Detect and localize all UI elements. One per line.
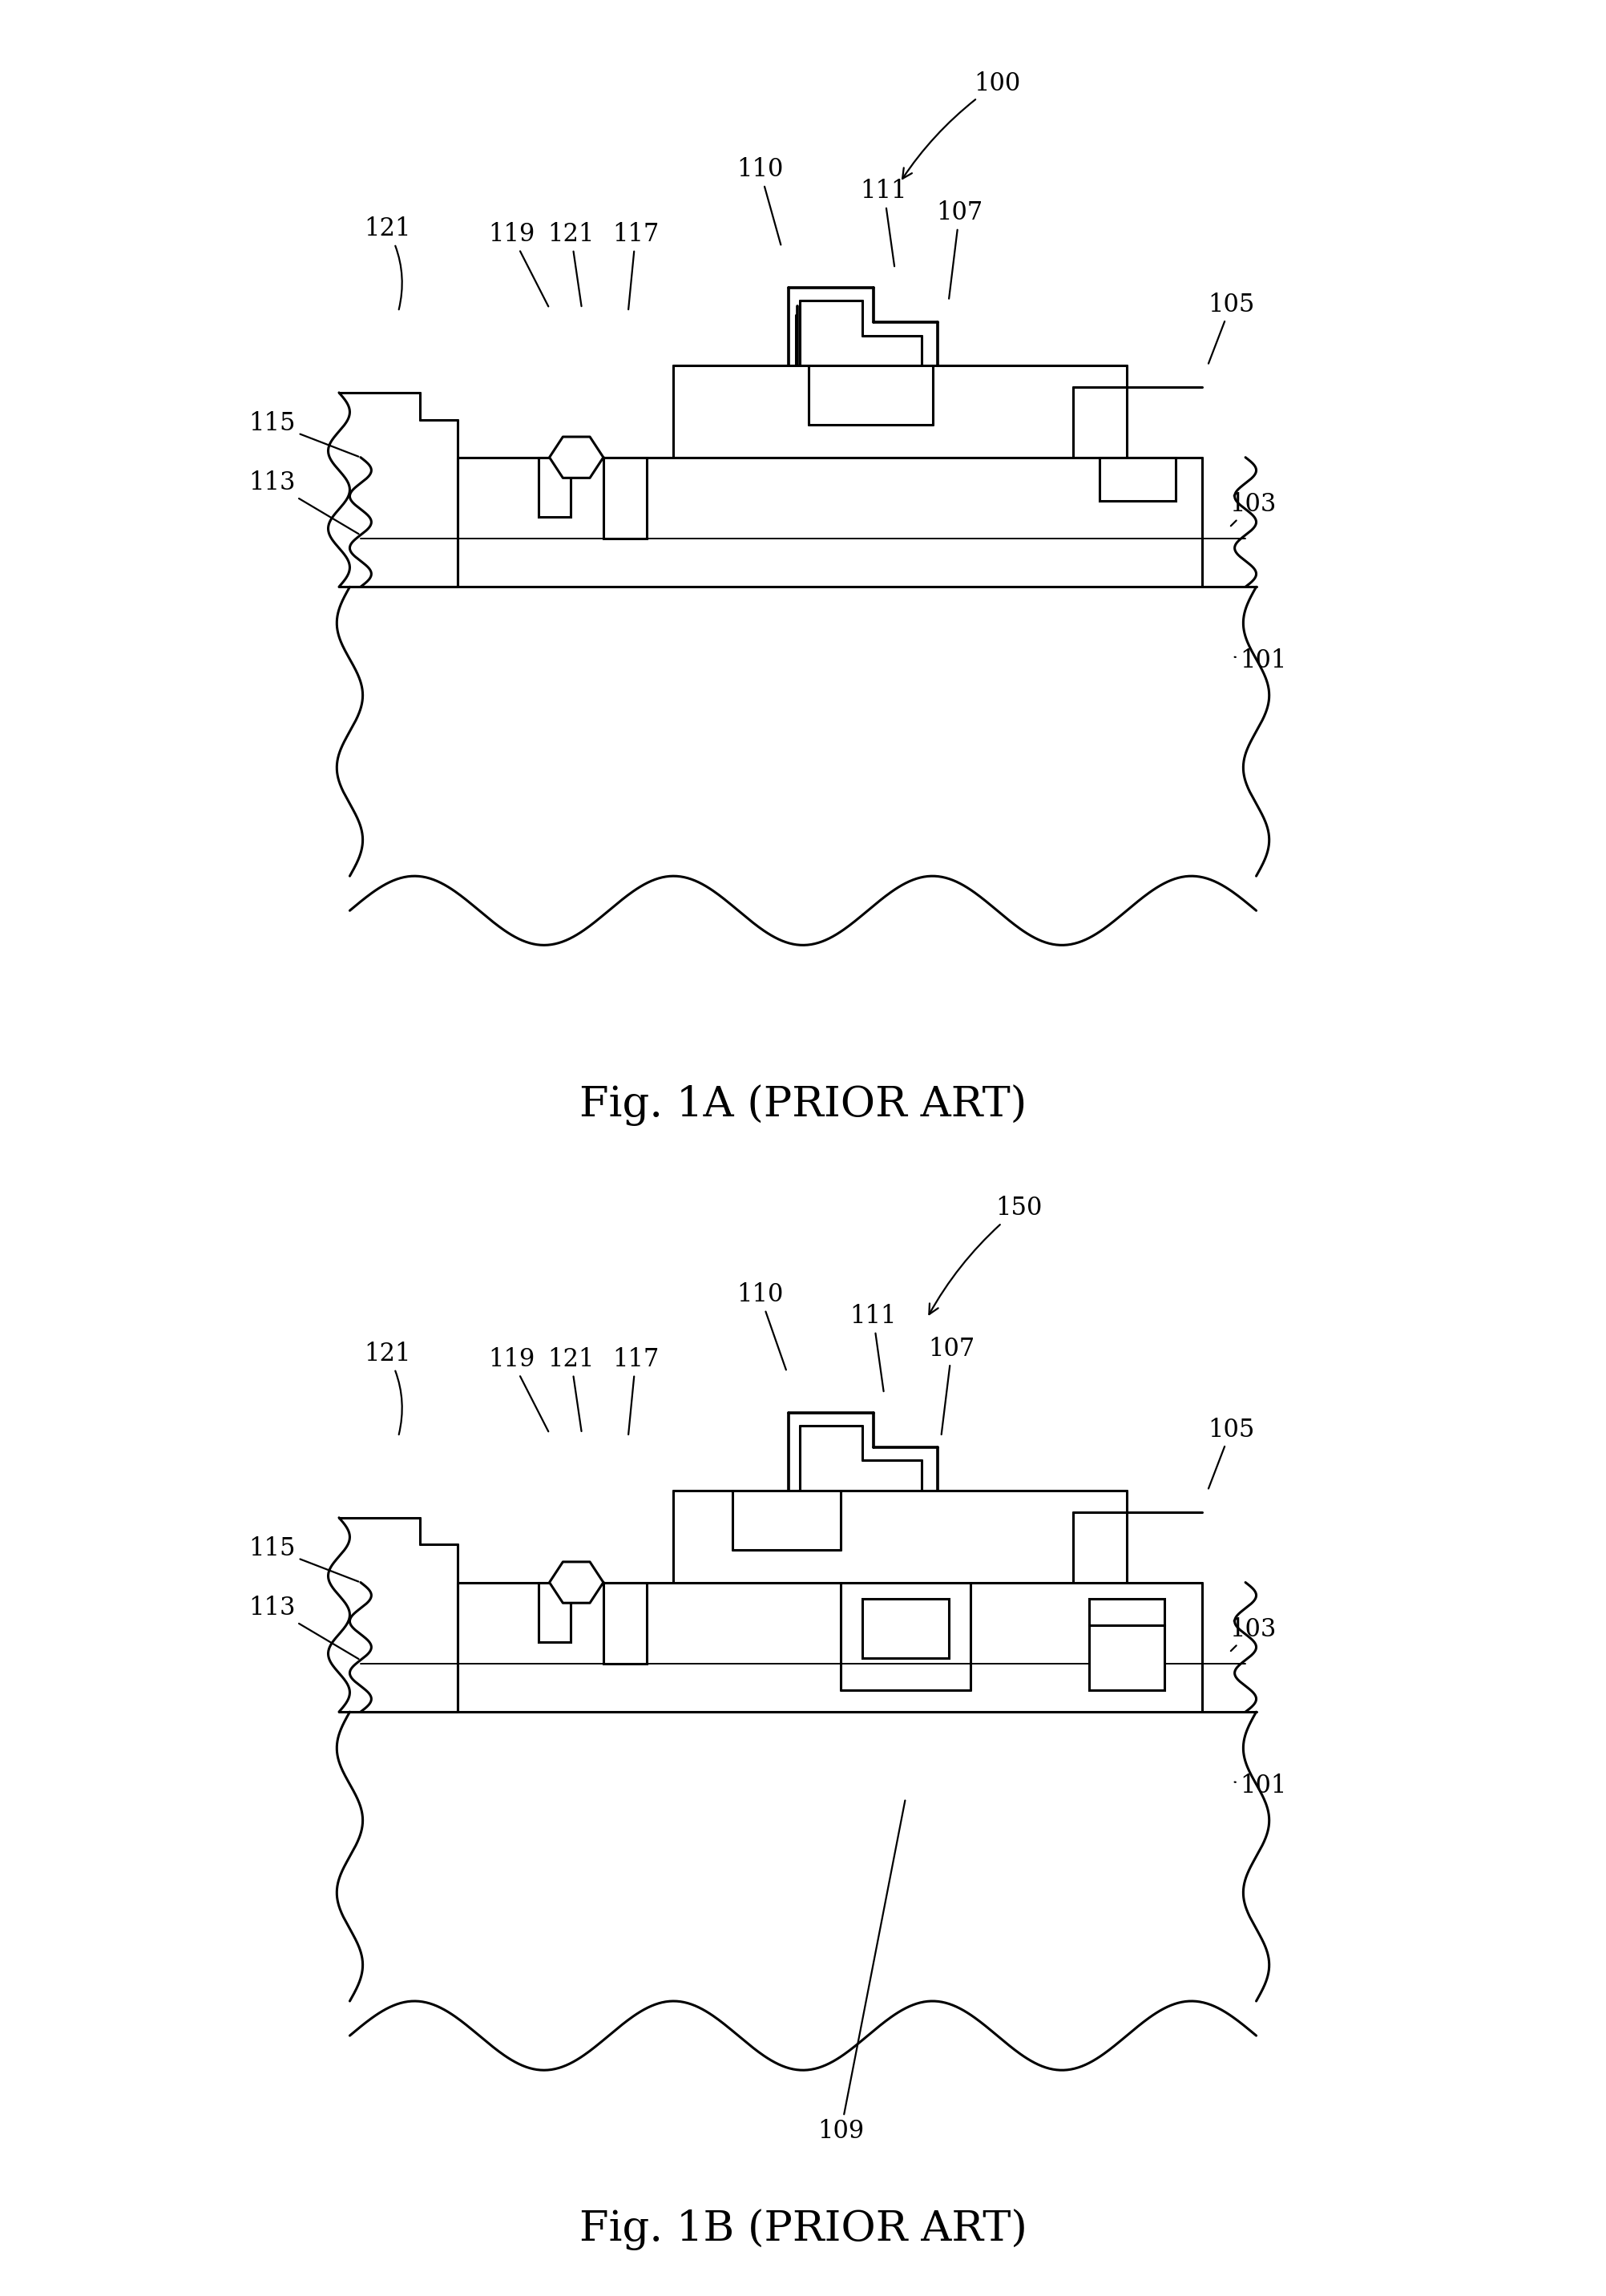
Text: 105: 105 <box>1208 292 1254 363</box>
Text: 121: 121 <box>365 216 411 310</box>
Text: 109: 109 <box>817 1800 906 2144</box>
Text: 150: 150 <box>930 1196 1042 1313</box>
Text: 103: 103 <box>1229 491 1277 526</box>
Text: 115: 115 <box>249 1536 358 1582</box>
Text: 121: 121 <box>548 223 594 305</box>
Text: 103: 103 <box>1229 1616 1277 1651</box>
Text: 121: 121 <box>548 1348 594 1430</box>
Text: 119: 119 <box>488 223 548 305</box>
Text: 107: 107 <box>936 200 983 298</box>
Text: 121: 121 <box>365 1341 411 1435</box>
Polygon shape <box>549 1561 604 1603</box>
Text: 110: 110 <box>737 158 784 246</box>
Bar <box>1089 1598 1164 1626</box>
Bar <box>1089 1626 1164 1690</box>
Text: 107: 107 <box>928 1336 975 1435</box>
Text: 115: 115 <box>249 411 358 457</box>
Bar <box>604 1582 647 1662</box>
Text: Fig. 1B (PRIOR ART): Fig. 1B (PRIOR ART) <box>580 2209 1026 2250</box>
Bar <box>538 457 572 517</box>
Text: 113: 113 <box>249 471 358 535</box>
Bar <box>862 1598 949 1658</box>
Text: 111: 111 <box>861 179 907 266</box>
Text: 117: 117 <box>612 1348 658 1435</box>
Text: 113: 113 <box>249 1596 358 1660</box>
Text: 101: 101 <box>1235 1773 1286 1798</box>
Text: 105: 105 <box>1208 1417 1254 1488</box>
Polygon shape <box>549 436 604 478</box>
Text: 100: 100 <box>903 71 1020 179</box>
Bar <box>604 457 647 537</box>
Text: 119: 119 <box>488 1348 548 1430</box>
Text: 101: 101 <box>1235 647 1286 673</box>
Text: 117: 117 <box>612 223 658 310</box>
Bar <box>538 1582 572 1642</box>
Text: Fig. 1A (PRIOR ART): Fig. 1A (PRIOR ART) <box>580 1084 1026 1125</box>
Bar <box>1100 457 1176 501</box>
Text: 110: 110 <box>737 1283 785 1371</box>
Text: 111: 111 <box>850 1304 896 1391</box>
